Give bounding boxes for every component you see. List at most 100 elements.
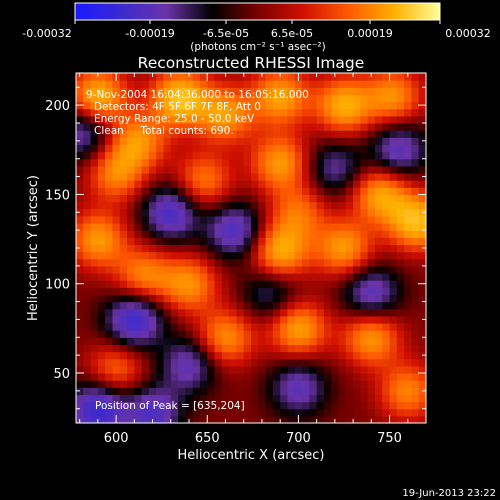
heatmap-cell bbox=[170, 251, 179, 260]
heatmap-cell bbox=[156, 244, 165, 253]
heatmap-cell bbox=[294, 215, 303, 224]
heatmap-cell bbox=[214, 215, 223, 224]
heatmap-cell bbox=[199, 80, 208, 88]
heatmap-cell bbox=[294, 130, 303, 138]
heatmap-cell bbox=[207, 165, 216, 174]
heatmap-cell bbox=[90, 201, 99, 210]
heatmap-cell bbox=[302, 244, 310, 253]
heatmap-cell bbox=[404, 194, 413, 203]
heatmap-cell bbox=[404, 394, 413, 403]
heatmap-cell bbox=[112, 287, 121, 296]
heatmap-cell bbox=[367, 380, 376, 388]
heatmap-cell bbox=[134, 115, 143, 124]
heatmap-cell bbox=[404, 187, 413, 196]
heatmap-cell bbox=[178, 180, 186, 188]
heatmap-cell bbox=[127, 230, 135, 238]
heatmap-cell bbox=[134, 158, 143, 167]
heatmap-cell bbox=[331, 173, 340, 181]
heatmap-cell bbox=[229, 108, 238, 117]
heatmap-cell bbox=[170, 123, 179, 131]
heatmap-cell bbox=[141, 165, 150, 174]
heatmap-cell bbox=[76, 230, 84, 238]
heatmap-cell bbox=[323, 87, 332, 96]
heatmap-cell bbox=[389, 330, 398, 338]
heatmap-cell bbox=[418, 265, 426, 274]
heatmap-cell bbox=[411, 301, 420, 310]
heatmap-cell bbox=[141, 158, 150, 167]
heatmap-cell bbox=[199, 73, 208, 81]
heatmap-cell bbox=[367, 158, 376, 167]
heatmap-cell bbox=[396, 365, 405, 374]
heatmap-cell bbox=[170, 180, 179, 188]
heatmap-cell bbox=[207, 237, 216, 246]
heatmap-cell bbox=[148, 373, 157, 381]
heatmap-cell bbox=[323, 201, 332, 210]
heatmap-cell bbox=[97, 180, 106, 188]
heatmap-cell bbox=[97, 244, 106, 253]
heatmap-cell bbox=[418, 337, 426, 346]
heatmap-cell bbox=[323, 165, 332, 174]
heatmap-cell bbox=[360, 108, 369, 117]
heatmap-cell bbox=[105, 351, 114, 360]
heatmap-cell bbox=[127, 358, 135, 367]
heatmap-cell bbox=[141, 101, 150, 110]
heatmap-cell bbox=[236, 337, 245, 346]
heatmap-cell bbox=[294, 94, 303, 103]
heatmap-cell bbox=[411, 187, 420, 196]
heatmap-cell bbox=[83, 223, 92, 231]
heatmap-cell bbox=[229, 244, 238, 253]
heatmap-cell bbox=[404, 151, 413, 160]
heatmap-cell bbox=[134, 208, 143, 217]
heatmap-cell bbox=[353, 308, 361, 317]
heatmap-cell bbox=[389, 273, 398, 281]
heatmap-cell bbox=[258, 365, 267, 374]
heatmap-cell bbox=[170, 151, 179, 160]
heatmap-cell bbox=[280, 394, 289, 403]
heatmap-cell bbox=[236, 208, 245, 217]
heatmap-cell bbox=[185, 337, 194, 346]
heatmap-cell bbox=[251, 130, 259, 138]
heatmap-cell bbox=[360, 201, 369, 210]
heatmap-cell bbox=[170, 101, 179, 110]
heatmap-cell bbox=[76, 344, 84, 353]
heatmap-cell bbox=[374, 373, 383, 381]
heatmap-cell bbox=[127, 401, 135, 410]
heatmap-cell bbox=[367, 101, 376, 110]
heatmap-cell bbox=[214, 315, 223, 324]
heatmap-cell bbox=[374, 194, 383, 203]
y-tick-label: 100 bbox=[45, 278, 70, 293]
heatmap-cell bbox=[265, 401, 274, 410]
heatmap-cell bbox=[331, 123, 340, 131]
heatmap-cell bbox=[404, 294, 413, 303]
heatmap-cell bbox=[374, 251, 383, 260]
heatmap-cell bbox=[83, 94, 92, 103]
heatmap-cell bbox=[178, 365, 186, 374]
heatmap-cell bbox=[309, 208, 318, 217]
heatmap-cell bbox=[280, 323, 289, 331]
heatmap-cell bbox=[272, 408, 281, 417]
heatmap-cell bbox=[163, 158, 172, 167]
heatmap-cell bbox=[214, 73, 223, 81]
heatmap-cell bbox=[323, 180, 332, 188]
heatmap-cell bbox=[382, 115, 391, 124]
heatmap-cell bbox=[302, 380, 310, 388]
heatmap-cell bbox=[323, 401, 332, 410]
heatmap-cell bbox=[367, 173, 376, 181]
heatmap-cell bbox=[258, 380, 267, 388]
heatmap-cell bbox=[353, 165, 361, 174]
heatmap-cell bbox=[112, 208, 121, 217]
heatmap-cell bbox=[141, 123, 150, 131]
heatmap-cell bbox=[418, 123, 426, 131]
heatmap-cell bbox=[163, 80, 172, 88]
heatmap-cell bbox=[185, 230, 194, 238]
heatmap-cell bbox=[207, 223, 216, 231]
heatmap-cell bbox=[396, 273, 405, 281]
heatmap-cell bbox=[353, 315, 361, 324]
heatmap-cell bbox=[207, 230, 216, 238]
heatmap-cell bbox=[411, 87, 420, 96]
heatmap-cell bbox=[287, 344, 296, 353]
heatmap-cell bbox=[178, 401, 186, 410]
heatmap-cell bbox=[97, 301, 106, 310]
heatmap-cell bbox=[229, 130, 238, 138]
heatmap-cell bbox=[360, 351, 369, 360]
